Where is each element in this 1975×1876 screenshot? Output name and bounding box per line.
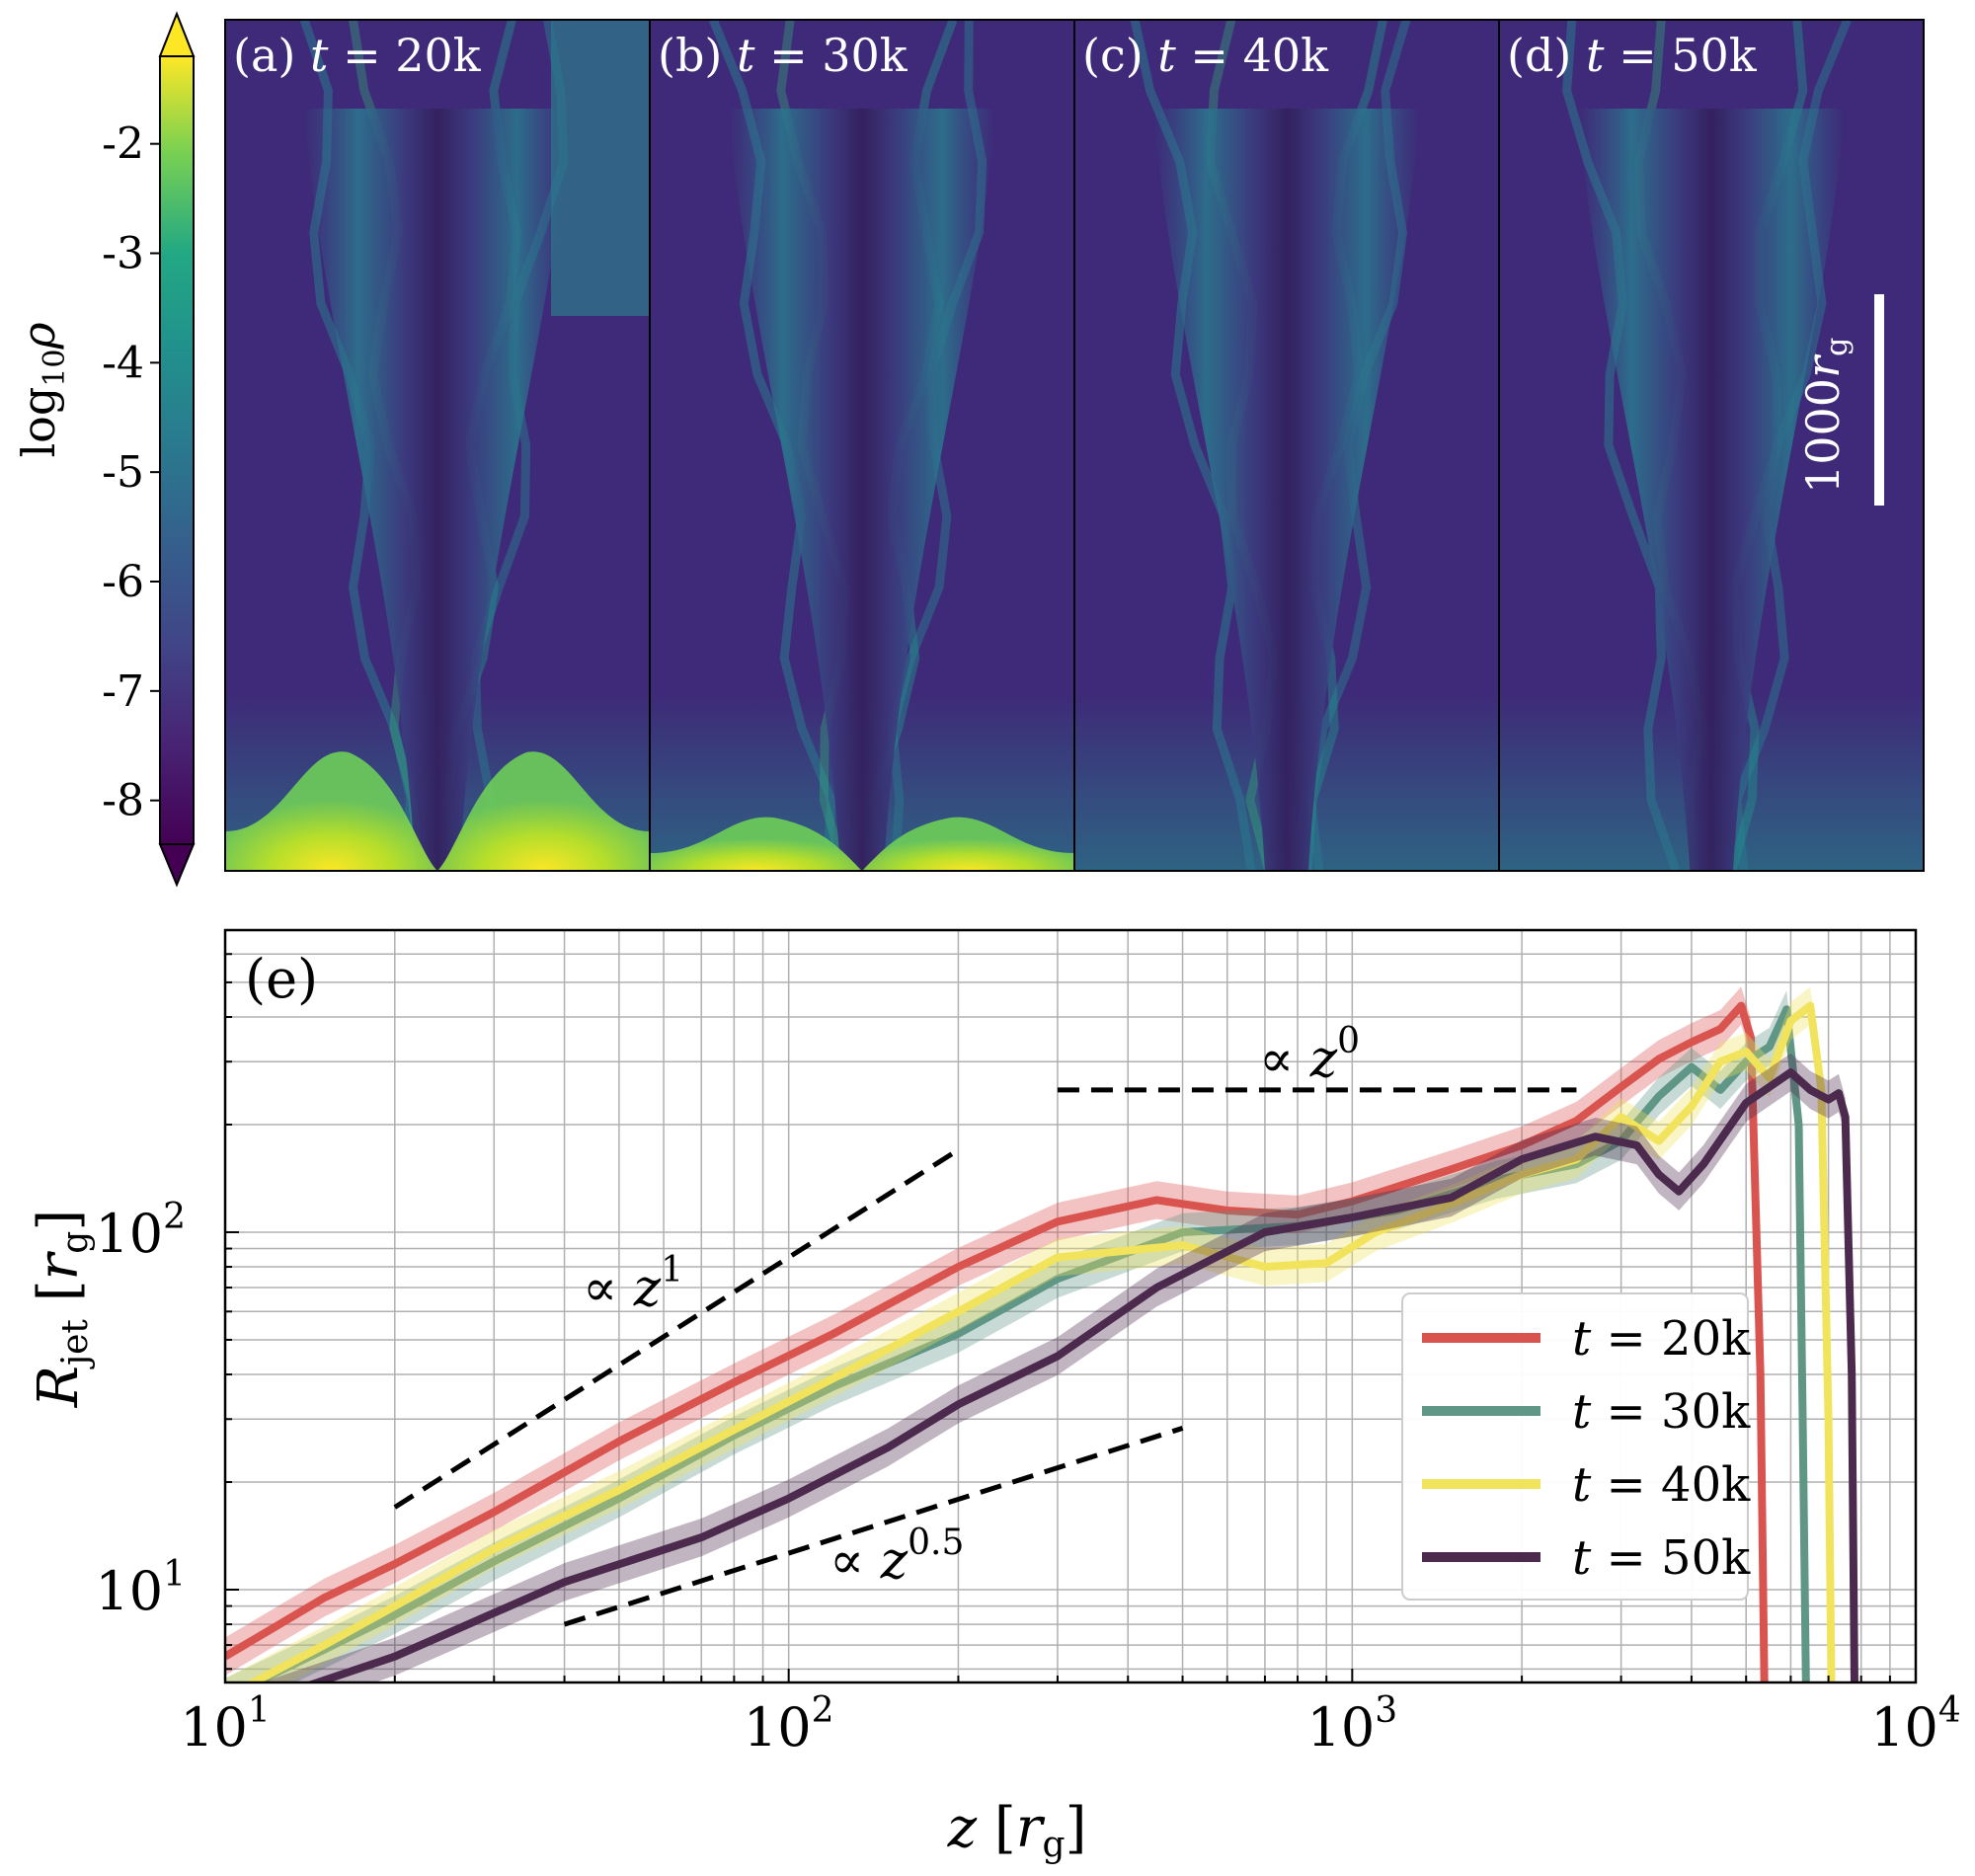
- reference-line: [393, 1147, 960, 1510]
- legend-label: t = 30k: [1572, 1384, 1751, 1440]
- colorbar-tick-label: -6: [102, 557, 144, 607]
- density-panel: (c) t = 40k: [1073, 19, 1500, 872]
- scale-bar-line: [1874, 294, 1884, 506]
- legend-box: [1401, 1292, 1749, 1601]
- series-line: [305, 1068, 1858, 1682]
- series-band: [225, 990, 1807, 1682]
- chart-axis-ticks: 101 102 103 104 101 102: [95, 929, 1961, 1759]
- chart-frame: [223, 928, 1918, 1684]
- colorbar-tick-label: -7: [102, 666, 144, 717]
- x-tick-label: 104: [1870, 1690, 1961, 1759]
- colorbar-tick-label: -8: [102, 776, 144, 826]
- legend-items: t = 20k t = 30k t = 40k t = 50k: [1422, 1311, 1751, 1586]
- density-panels: (a) t = 20k (b) t = 30k (c) t = 40k (d) t =…: [224, 19, 1925, 872]
- x-axis-label: z [rg]: [947, 1796, 1087, 1865]
- density-panel-label: (b) t = 30k: [658, 29, 908, 82]
- y-tick-label: 102: [95, 1197, 186, 1265]
- y-tick-label: 101: [95, 1554, 186, 1622]
- reference-lines: [393, 1087, 1577, 1627]
- density-panel-label: (d) t = 50k: [1507, 29, 1758, 82]
- reference-line: [563, 1426, 1184, 1627]
- reference-label: ∝ z0.5: [830, 1523, 964, 1591]
- scale-bar: 1000rg: [1796, 294, 1884, 506]
- chart-panel-label: (e): [245, 948, 318, 1010]
- density-panel-label: (a) t = 20k: [233, 29, 482, 82]
- scale-bar-label: 1000rg: [1796, 338, 1855, 494]
- series-line: [244, 1001, 1836, 1682]
- colorbar: -2 -3 -4 -5 -6 -7 -8 log10ρ: [12, 11, 196, 888]
- series-band: [261, 1053, 1856, 1682]
- colorbar-extend-bottom: [158, 843, 196, 888]
- density-panel-frame: [1498, 19, 1925, 872]
- density-panel: (a) t = 20k: [224, 19, 651, 872]
- density-panel-label: (c) t = 40k: [1082, 29, 1329, 82]
- legend-label: t = 50k: [1572, 1530, 1751, 1586]
- chart-series: [225, 986, 1858, 1682]
- legend: t = 20k t = 30k t = 40k t = 50k: [1401, 1292, 1751, 1601]
- legend-label: t = 20k: [1572, 1311, 1751, 1367]
- chart-e: 101 102 103 104 101 102 ∝ z1 ∝ z0.5 ∝ z0 (e) z …: [27, 928, 1961, 1865]
- y-axis-label: Rjet [rg]: [27, 1210, 96, 1408]
- colorbar-tick-label: -2: [102, 119, 144, 170]
- legend-label: t = 40k: [1572, 1457, 1751, 1513]
- x-tick-label: 101: [180, 1690, 271, 1759]
- colorbar-extend-top: [158, 11, 196, 57]
- density-panel: (b) t = 30k: [649, 19, 1075, 872]
- colorbar-tick-label: -3: [102, 229, 144, 279]
- colorbar-gradient: [159, 55, 195, 845]
- series-line: [225, 1001, 1769, 1682]
- reference-label: ∝ z1: [583, 1250, 683, 1318]
- colorbar-label: log10ρ: [12, 322, 72, 457]
- colorbar-ticks: -2 -3 -4 -5 -6 -7 -8: [102, 119, 160, 826]
- x-tick-label: 103: [1307, 1690, 1398, 1759]
- density-panel: (d) t = 50k: [1498, 19, 1925, 872]
- reference-labels: ∝ z1 ∝ z0.5 ∝ z0: [583, 1021, 1360, 1591]
- x-tick-label: 102: [744, 1690, 834, 1759]
- colorbar-tick-label: -5: [102, 447, 144, 498]
- colorbar-tick-label: -4: [102, 338, 144, 388]
- reference-label: ∝ z0: [1259, 1021, 1360, 1089]
